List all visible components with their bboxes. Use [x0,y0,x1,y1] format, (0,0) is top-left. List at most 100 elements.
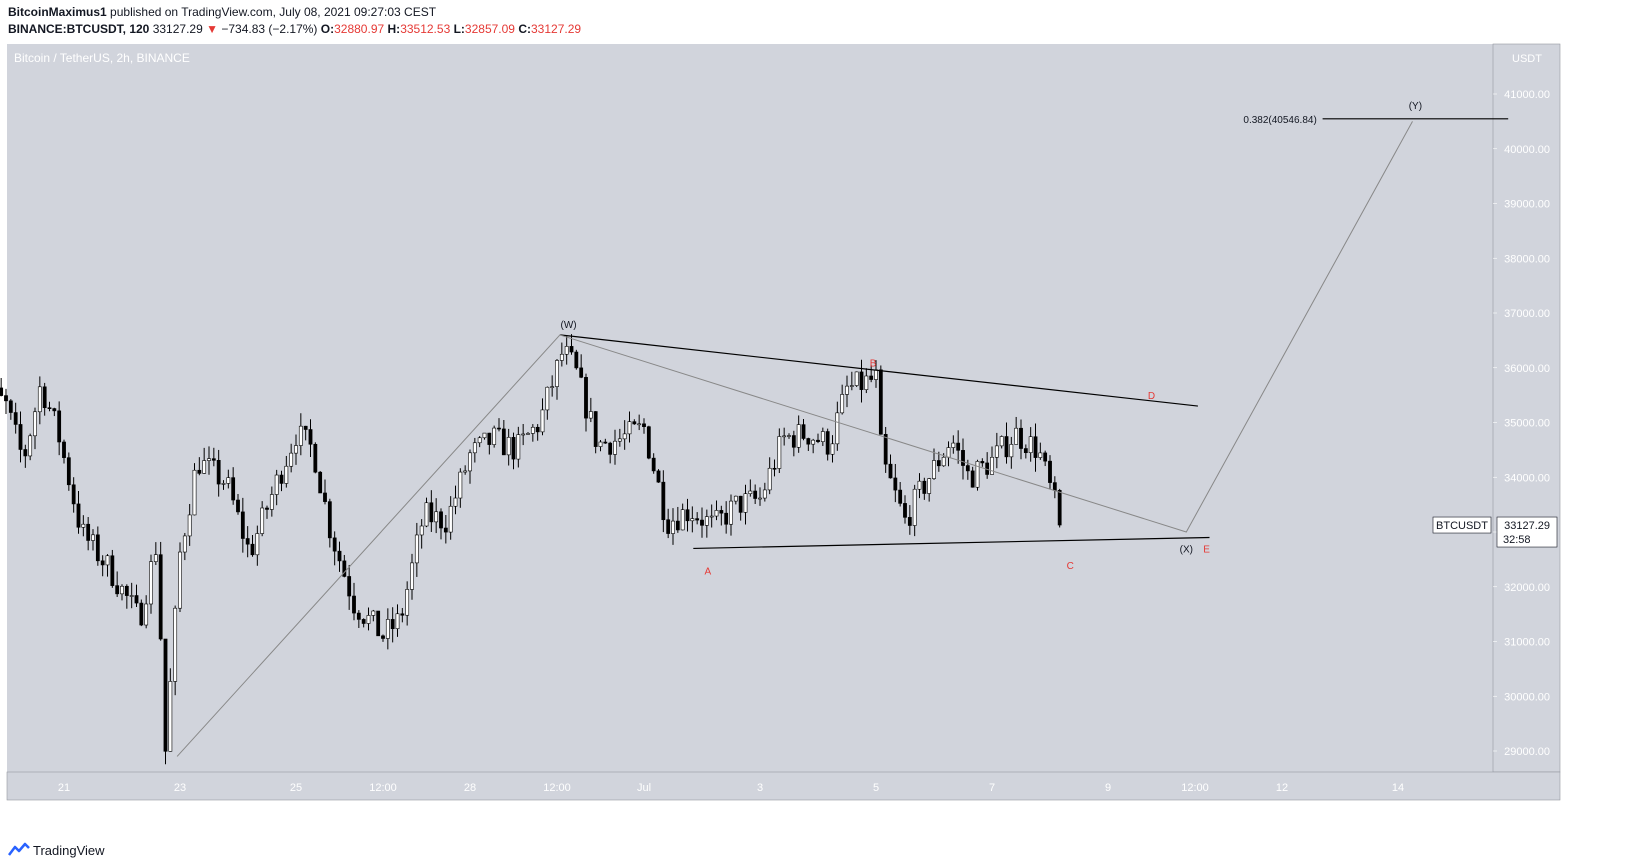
candle-down [685,509,690,522]
x-tick-label: 12:00 [543,782,571,794]
candle-up [207,458,211,461]
candle-down [86,523,91,541]
candle-up [1038,452,1043,458]
candle-down [0,387,4,396]
candle-down [608,442,613,455]
x-tick-label: 12:00 [369,782,397,794]
wave-label: B [870,358,877,369]
close-value: 33127.29 [531,22,582,36]
candle-up [550,386,555,388]
chart-pane[interactable] [7,44,1493,772]
x-tick-label: 28 [464,782,476,794]
x-tick-label: 14 [1392,782,1404,794]
x-tick-label: 21 [58,782,70,794]
candle-up [91,534,95,541]
candle-up [975,461,980,488]
candle-down [1043,452,1048,462]
last-price-label: 33127.29 [1504,520,1550,532]
candle-up [671,520,675,534]
last-price-marker: BTCUSDT 33127.29 32:58 [1432,516,1558,548]
author-name[interactable]: BitcoinMaximus1 [8,5,107,19]
candle-up [526,433,530,435]
candle-down [216,460,221,485]
candle-up [521,433,526,436]
y-tick-label: 40000.00 [1504,144,1550,156]
last-price: 33127.29 [152,22,203,36]
time-axis[interactable] [6,771,1561,801]
candle-up [202,460,207,474]
candle-down [13,412,18,425]
candle-up [129,595,134,597]
candle-up [28,435,33,457]
candle-up [448,505,453,533]
candle-down [308,429,313,445]
candle-down [888,463,893,479]
candle-down [71,484,76,505]
candle-down [584,377,588,419]
drawing-lines [176,118,1509,757]
candle-down [883,433,888,465]
candle-up [1014,427,1019,445]
candle-down [250,543,255,556]
candle-up [472,442,477,454]
candle-up [999,436,1004,447]
tradingview-logo-icon [8,842,30,856]
candle-down [57,410,62,443]
candle-up [564,346,569,355]
price-axis[interactable] [1492,43,1561,773]
candle-up [617,438,622,442]
candle-down [965,465,970,472]
candle-up [530,426,535,434]
candlestick-series [0,334,1062,765]
y-tick-label: 29000.00 [1504,746,1550,758]
candle-down [18,424,23,450]
candle-up [226,477,231,484]
wave-label: A [704,566,711,577]
high-value: 33512.53 [400,22,451,36]
candle-down [356,612,361,620]
candle-down [801,424,806,439]
candle-up [182,535,187,553]
candle-down [511,437,516,460]
candle-up [704,516,709,526]
candle-down [115,585,120,595]
candle-down [501,428,506,456]
wave-label: (W) [561,320,577,331]
candle-up [946,447,951,458]
candle-up [37,386,42,413]
candle-up [709,515,714,518]
x-tick-label: 3 [757,782,763,794]
candle-up [371,610,376,616]
candle-up [854,371,859,386]
candle-down [265,507,269,510]
candle-down [163,638,168,752]
candle-up [221,483,226,485]
candle-up [260,507,265,534]
candle-up [482,432,487,439]
candle-up [951,442,956,448]
symbol-label: BINANCE:BTCUSDT, 120 [8,22,150,36]
wave-labels: (W) A B C D (X) E (Y) 0.382(40546.84) [561,101,1423,577]
candle-down [95,534,100,562]
candle-down [579,367,584,378]
candle-down [1033,436,1038,458]
candle-up [419,525,424,536]
candle-up [149,561,153,605]
candle-down [211,458,216,461]
candle-down [76,503,81,528]
candle-down [318,471,323,494]
candle-down [337,550,342,562]
candle-up [762,489,767,499]
candle-down [922,480,927,494]
lower-trendline [693,536,1210,550]
chart-header: BitcoinMaximus1 published on TradingView… [0,0,1627,44]
candle-up [255,533,260,556]
open-value: 32880.97 [334,22,385,36]
candle-down [327,501,332,539]
candle-down [936,460,941,467]
x-tick-label: 23 [174,782,186,794]
candle-down [134,595,139,604]
candle-down [700,519,704,526]
candle-up [458,471,463,499]
